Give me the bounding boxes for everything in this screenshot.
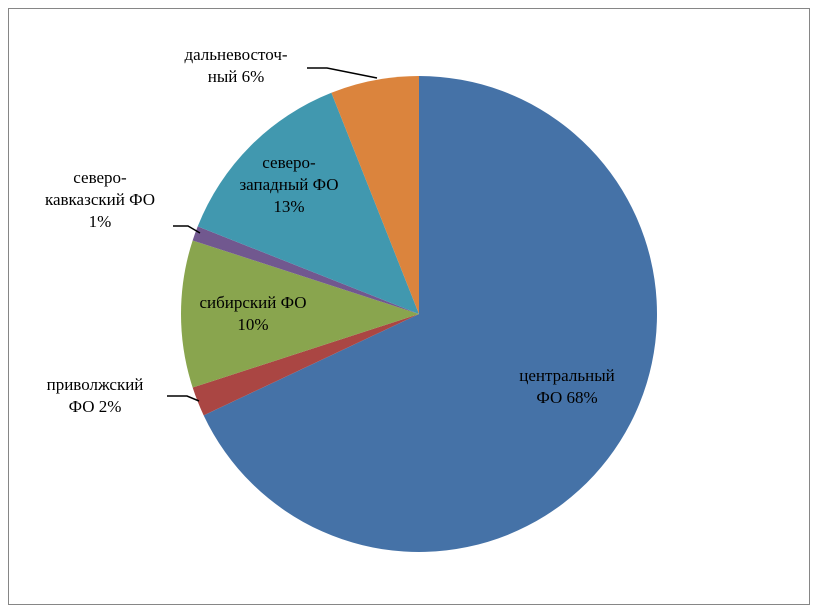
leader-lines [167,67,378,402]
slice-label-line: сибирский ФО [199,293,306,312]
slice-label: центральный ФО 68% [519,366,614,407]
slice-label: северо-западный ФО 13% [239,153,338,216]
slice-label-line: северо- [262,153,316,172]
slice-label-line: ФО 68% [536,388,597,407]
leader-line [307,67,378,79]
pie-slice [181,240,419,388]
slice-label: сибирский ФО 10% [199,293,306,334]
slice-label: северо-кавказский ФО 1% [45,168,155,231]
slice-label: дальневосточ-ный 6% [184,45,287,86]
slice-label-line: 10% [237,315,268,334]
data-labels: центральный ФО 68% приволжский ФО 2% сибирск… [45,45,615,416]
pie-slice [192,226,419,314]
pie-slice [192,314,419,416]
slice-label-line: западный ФО [239,175,338,194]
pie-slices [181,76,657,552]
slice-label-line: приволжский [47,375,144,394]
slice-label-line: кавказский ФО [45,190,155,209]
leader-line [167,395,200,402]
slice-label-line: северо- [73,168,127,187]
slice-label-line: дальневосточ- [184,45,287,64]
leader-line [173,225,201,234]
slice-label-line: центральный [519,366,614,385]
slice-label-line: ный 6% [208,67,265,86]
pie-slice [203,76,657,552]
slice-label-line: 13% [273,197,304,216]
slice-label: приволжский ФО 2% [47,375,144,416]
pie-slice [197,92,419,315]
pie-slice [331,76,419,314]
slice-label-line: ФО 2% [69,397,122,416]
slice-label-line: 1% [89,212,112,231]
